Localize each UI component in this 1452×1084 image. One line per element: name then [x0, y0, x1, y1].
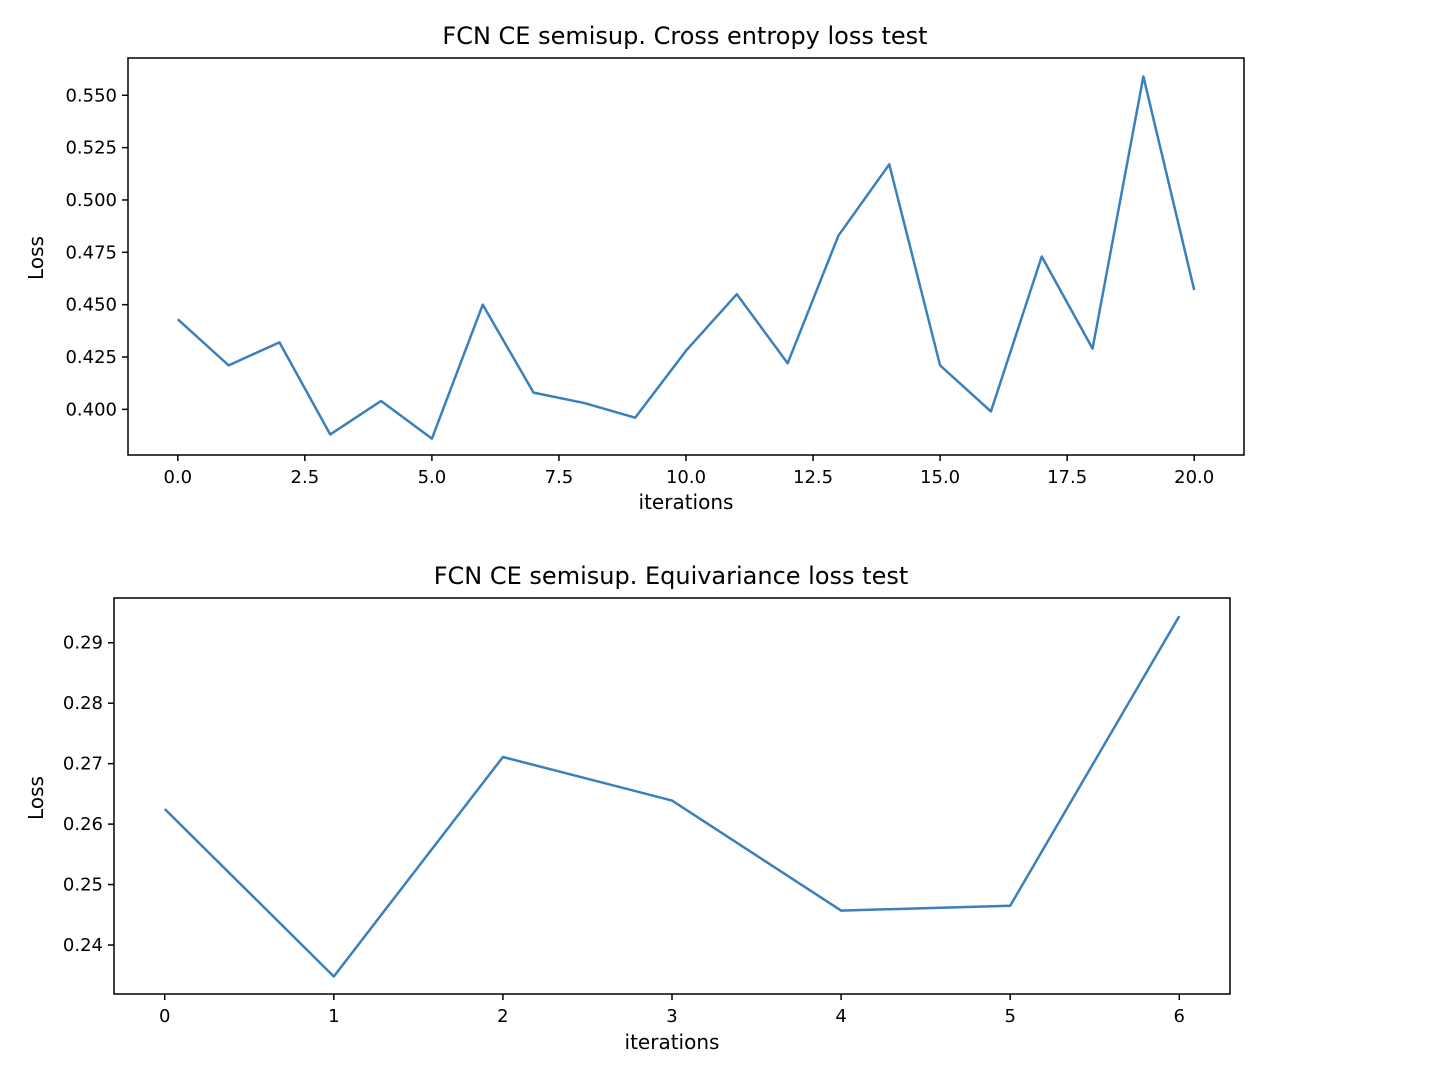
- series-line: [163, 615, 1181, 978]
- y-tick-label: 0.27: [63, 754, 103, 775]
- x-tick-label: 5.0: [418, 467, 447, 488]
- x-tick-label: 12.5: [793, 467, 833, 488]
- x-tick-label: 2: [497, 1006, 508, 1027]
- x-tick-label: 0: [159, 1006, 170, 1027]
- chart-title: FCN CE semisup. Cross entropy loss test: [442, 22, 927, 50]
- y-tick-label: 0.550: [65, 85, 117, 106]
- y-tick-label: 0.525: [65, 138, 117, 159]
- y-tick-label: 0.29: [63, 633, 103, 654]
- axis-ticks: 0 1 2 3 4 5 6 0.24 0.25 0.26 0.27 0.28 0.29: [63, 633, 1185, 1027]
- y-tick-label: 0.400: [65, 399, 117, 420]
- x-tick-label: 0.0: [163, 467, 192, 488]
- x-tick-label: 17.5: [1047, 467, 1087, 488]
- y-tick-label: 0.500: [65, 190, 117, 211]
- y-axis-label: Loss: [24, 236, 48, 280]
- x-tick-label: 5: [1004, 1006, 1015, 1027]
- y-tick-label: 0.24: [63, 935, 103, 956]
- y-tick-label: 0.475: [65, 242, 117, 263]
- x-tick-label: 2.5: [291, 467, 320, 488]
- y-tick-label: 0.425: [65, 347, 117, 368]
- x-tick-label: 7.5: [545, 467, 574, 488]
- x-tick-label: 15.0: [920, 467, 960, 488]
- x-tick-label: 1: [328, 1006, 339, 1027]
- axes-frame: [127, 57, 1245, 456]
- axes-frame: [113, 597, 1231, 995]
- y-tick-label: 0.25: [63, 875, 103, 896]
- chart-title: FCN CE semisup. Equivariance loss test: [434, 562, 909, 590]
- series-line: [176, 75, 1196, 440]
- axis-ticks: 0.0 2.5 5.0 7.5 10.0 12.5 15.0 17.5 20.0 0.400 0.4…: [65, 85, 1214, 488]
- chart-cross-entropy-loss: FCN CE semisup. Cross entropy loss test …: [24, 22, 1245, 514]
- y-tick-label: 0.26: [63, 814, 103, 835]
- x-tick-label: 4: [835, 1006, 846, 1027]
- x-axis-label: iterations: [625, 1030, 720, 1054]
- x-tick-label: 20.0: [1174, 467, 1214, 488]
- chart-equivariance-loss: FCN CE semisup. Equivariance loss test 0…: [24, 562, 1231, 1054]
- x-tick-label: 6: [1174, 1006, 1185, 1027]
- y-tick-label: 0.28: [63, 693, 103, 714]
- y-axis-label: Loss: [24, 776, 48, 820]
- x-tick-label: 3: [666, 1006, 677, 1027]
- y-tick-label: 0.450: [65, 295, 117, 316]
- x-tick-label: 10.0: [666, 467, 706, 488]
- x-axis-label: iterations: [639, 490, 734, 514]
